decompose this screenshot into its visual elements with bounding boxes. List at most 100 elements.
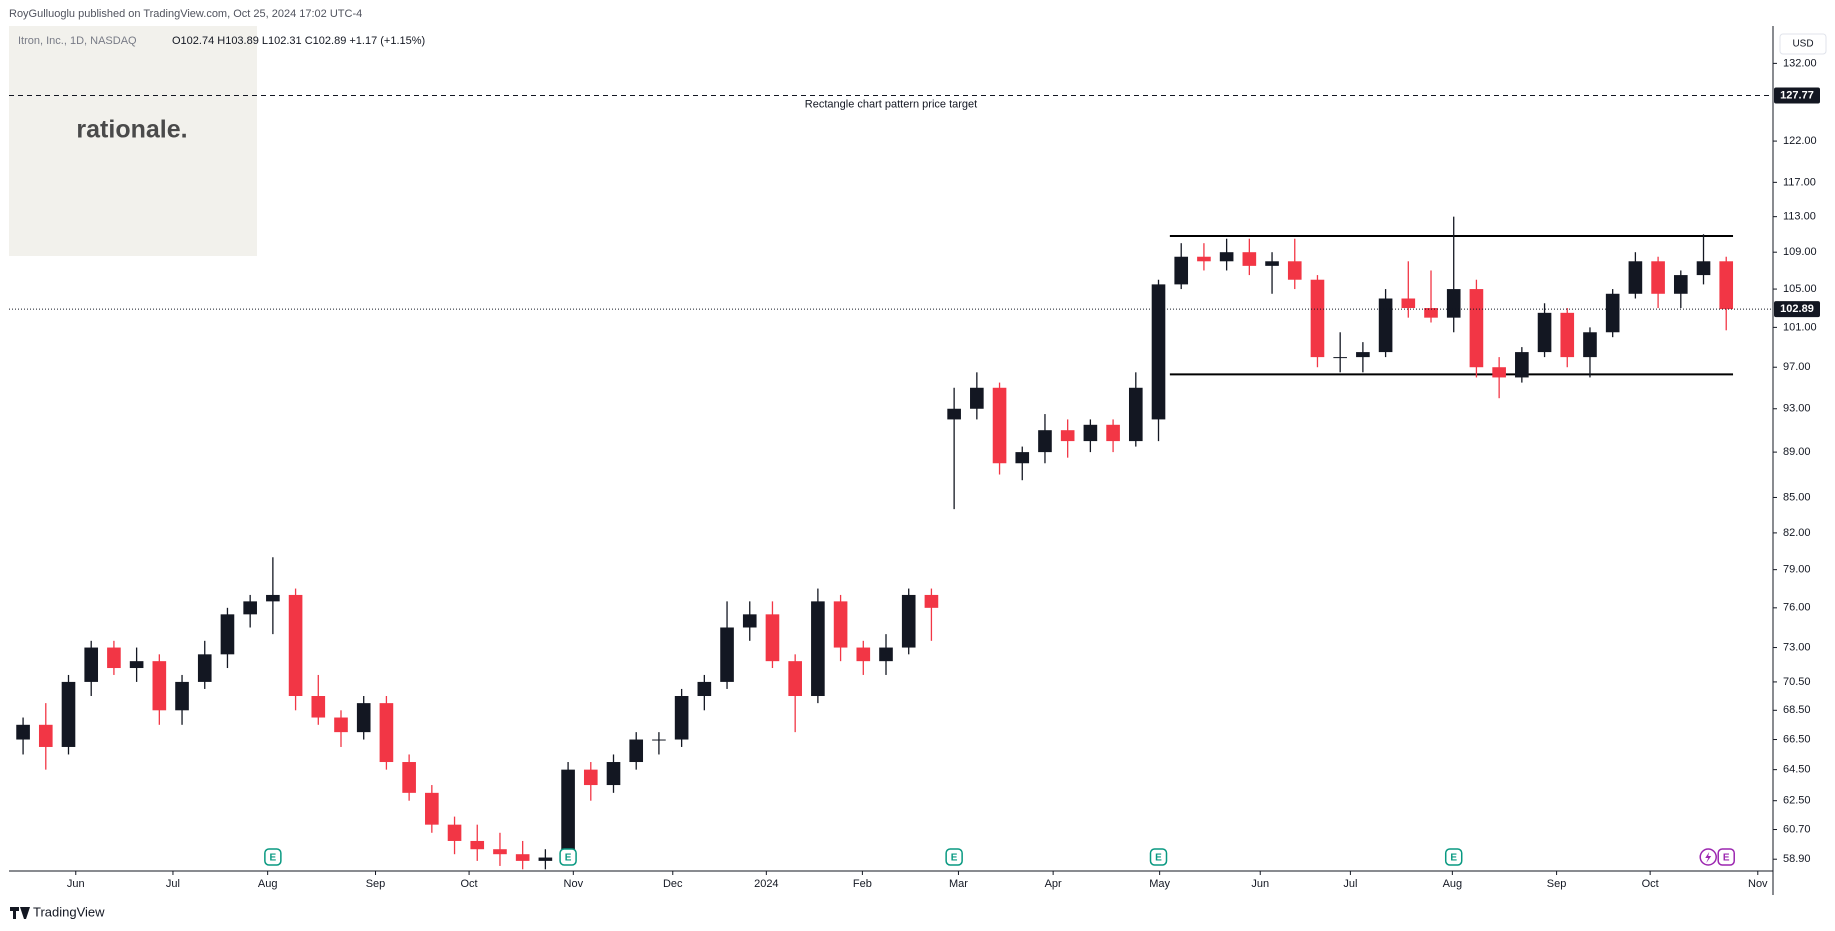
x-tick-label: 2024 [754,878,778,890]
x-tick-label: Sep [366,878,386,890]
candle-body [947,408,961,420]
candle-body [379,703,394,763]
x-tick-label: Mar [949,878,968,890]
candle-body [1356,352,1370,358]
earnings-marker [1717,848,1735,866]
candle-body [1446,289,1461,318]
candle-body [1265,261,1279,266]
candle-body [1469,289,1484,368]
candle-body [561,769,575,858]
target-price-box [1774,87,1820,104]
candle-body [16,724,30,740]
y-tick-label: 70.50 [1783,676,1811,688]
y-tick-label: 117.00 [1783,176,1816,188]
candle-body [1537,312,1552,353]
candle-body [311,696,326,718]
x-tick-label: Feb [853,878,872,890]
y-tick-label: 109.00 [1783,246,1817,258]
candle-body [447,824,462,841]
currency: USD [1792,39,1813,50]
symbol: Itron, Inc., 1D, NASDAQ [18,35,137,47]
y-tick-label: 76.00 [1783,602,1811,614]
candle-body [674,696,689,740]
candle-body [243,601,257,615]
watermark-box [9,26,257,256]
watermark: rationale. [76,116,187,144]
y-tick-label: 101.00 [1783,321,1817,333]
candle-body [1696,261,1711,276]
target-price: 127.77 [1780,89,1814,101]
x-tick-label: Oct [1642,878,1659,890]
candle-body [1651,261,1665,294]
candle-body [402,762,416,793]
candle-body [493,849,507,855]
candle-body [606,762,621,786]
earnings-label: E [270,853,277,864]
candle-body [1492,367,1506,378]
candle-body [652,739,666,741]
earnings-label: E [1450,853,1457,864]
y-tick-label: 62.50 [1783,795,1811,807]
candle-body [1219,252,1234,262]
earnings-marker [559,848,577,866]
y-tick-label: 105.00 [1783,283,1817,295]
candle-body [220,614,235,655]
x-tick-label: Jun [1251,878,1269,890]
candle-body [1310,279,1325,358]
candle-body [901,594,916,648]
y-tick-label: 60.70 [1783,823,1811,835]
candle-body [1673,275,1688,294]
y-tick-label: 58.90 [1783,853,1811,865]
candle-body [538,857,553,861]
candle-body [629,739,644,763]
candle-body [1628,261,1643,294]
x-tick-label: Sep [1547,878,1567,890]
candle-body [1515,352,1529,378]
candle-body [1401,298,1416,309]
candle-body [152,661,167,711]
x-tick-label: Jun [67,878,85,890]
candle-body [720,627,734,682]
candle-body [811,601,825,697]
y-tick-label: 73.00 [1783,641,1811,653]
candle-body [425,792,439,825]
candle-body [356,703,371,733]
candle-body [288,594,303,697]
candle-body [107,647,121,669]
candle-body [1015,452,1030,464]
y-tick-label: 122.00 [1783,135,1817,147]
last-price: 102.89 [1780,303,1814,315]
x-tick-label: Aug [258,878,278,890]
y-tick-label: 132.00 [1783,57,1817,69]
target-text: Rectangle chart pattern price target [805,98,977,110]
candle-body [742,614,757,628]
x-tick-label: May [1149,878,1170,890]
candle-body [1605,293,1620,333]
brand: TradingView [33,904,105,919]
y-tick-label: 82.00 [1783,527,1811,539]
candle-body [1174,256,1189,285]
candle-body [1038,430,1052,453]
candle-body [924,594,939,608]
candle-body [788,661,802,697]
candle-body [129,661,144,669]
x-tick-label: Oct [461,878,478,890]
candle-body [1333,357,1347,359]
y-tick-label: 113.00 [1783,211,1816,223]
y-tick-label: 85.00 [1783,491,1811,503]
currency-box [1779,33,1827,55]
candle-body [992,387,1007,464]
earnings-label: E [1723,853,1730,864]
x-tick-label: Jul [1343,878,1357,890]
earnings-label: E [1155,853,1162,864]
brand-logo [10,907,30,919]
earnings-label: E [565,853,572,864]
earnings-marker [1444,848,1463,866]
candle-body [1242,252,1257,266]
candle-body [583,769,598,786]
dividend-icon [1705,852,1712,863]
candle-body [1560,312,1575,358]
earnings-marker [1149,848,1168,866]
